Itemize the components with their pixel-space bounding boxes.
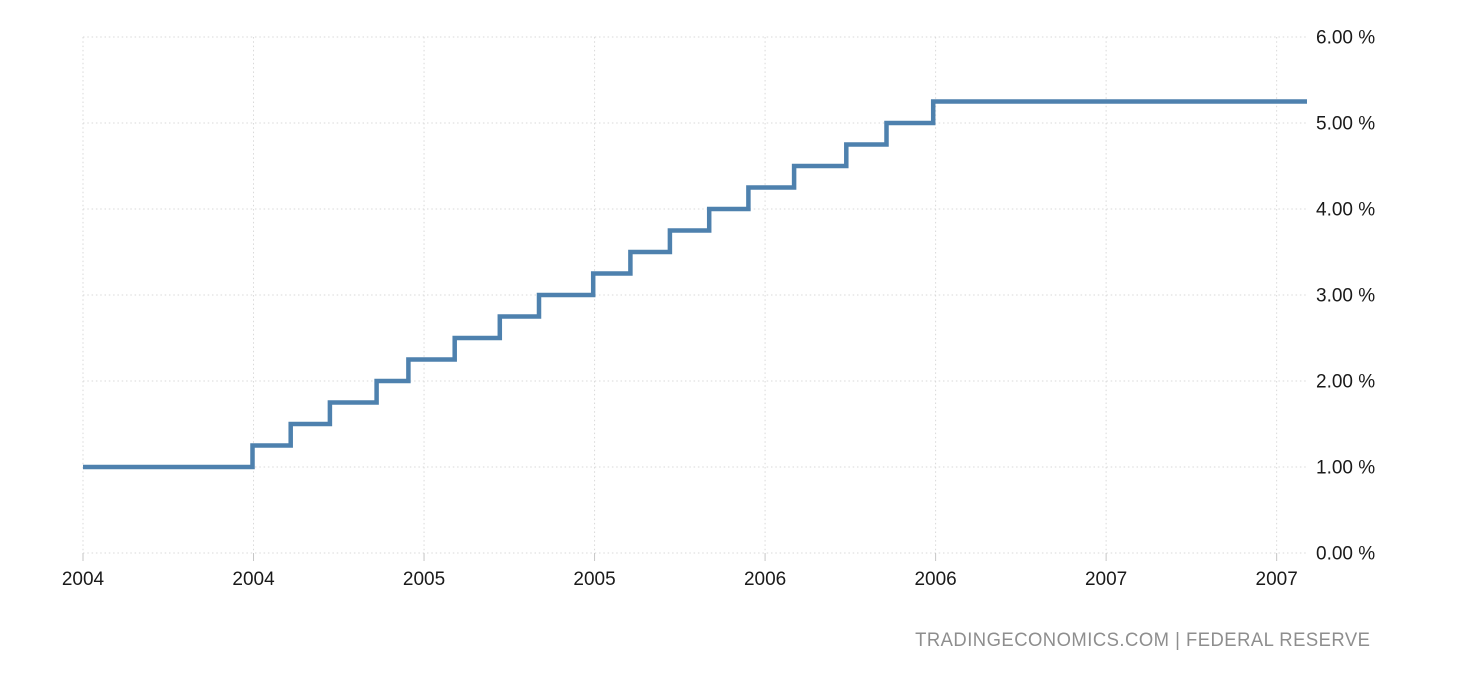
y-axis-tick-label: 1.00 %: [1316, 458, 1375, 479]
y-axis-tick-label: 0.00 %: [1316, 544, 1375, 565]
x-axis-tick-label: 2006: [744, 569, 786, 590]
chart-attribution: TRADINGECONOMICS.COM | FEDERAL RESERVE: [915, 630, 1370, 652]
y-axis-tick-label: 4.00 %: [1316, 200, 1375, 221]
y-axis-tick-label: 5.00 %: [1316, 114, 1375, 135]
x-axis-tick-label: 2004: [232, 569, 275, 590]
x-axis-tick-label: 2005: [573, 569, 615, 590]
y-axis-tick-label: 3.00 %: [1316, 286, 1375, 307]
attribution-text: TRADINGECONOMICS.COM | FEDERAL RESERVE: [914, 630, 1370, 651]
x-axis-tick-label: 2006: [914, 569, 956, 590]
x-axis-tick-label: 2005: [403, 569, 445, 590]
y-axis-tick-label: 2.00 %: [1316, 372, 1375, 393]
y-axis-tick-label: 6.00 %: [1316, 28, 1375, 49]
x-axis-tick-label: 2007: [1256, 569, 1298, 590]
x-axis-tick-label: 2004: [62, 569, 105, 590]
x-axis-tick-label: 2007: [1085, 569, 1127, 590]
rate-step-line: [83, 99, 1307, 470]
